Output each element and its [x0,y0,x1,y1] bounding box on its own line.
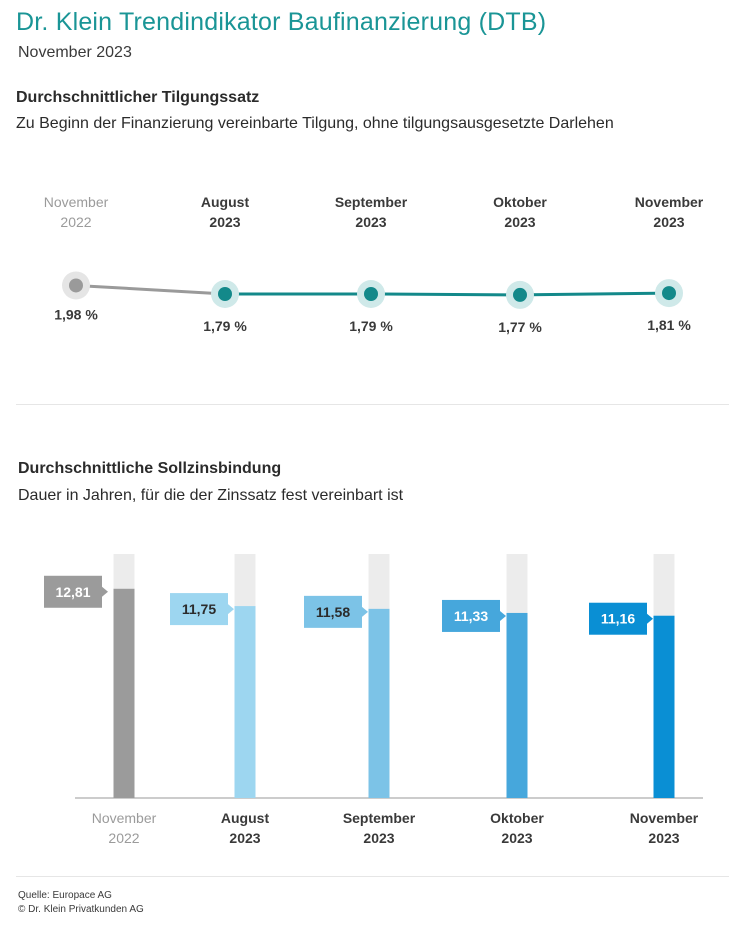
tilgung-section-title: Durchschnittlicher Tilgungssatz [16,89,260,106]
line-category-year-1: 2023 [209,214,240,230]
tilgung-line-chart: November 2022 August 2023 September 2023 Oktob… [44,194,704,335]
bar-category-month-1: August [221,810,270,826]
bar-callout-1: 11,75 [170,593,234,626]
line-value-label-4: 1,81 % [647,317,691,333]
bar-callout-box-2 [304,595,362,628]
bar-callout-pointer-4 [647,613,653,624]
bar-category-year-1: 2023 [229,830,260,846]
line-category-month-2: September [335,194,408,210]
bar-category-month-4: November [630,810,699,826]
bar-callout-3: 11,33 [442,599,506,632]
bar-value-label-1: 11,75 [182,601,216,617]
bar-callout-0: 12,81 [44,575,108,608]
bar-callout-pointer-1 [228,604,234,615]
page-title: Dr. Klein Trendindikator Baufinanzierung… [16,8,547,36]
bar-value-label-2: 11,58 [316,604,350,620]
bar-callout-box-4 [589,602,647,635]
section-divider [16,404,729,405]
line-point-1 [218,287,232,301]
bar-callout-pointer-2 [362,606,368,617]
line-point-2 [364,287,378,301]
bar-category-year-4: 2023 [648,830,679,846]
bar-callout-pointer-3 [500,610,506,621]
bar-2 [368,608,390,798]
bar-value-label-0: 12,81 [55,584,90,600]
zinsbindung-section-subtitle: Dauer in Jahren, für die der Zinssatz fe… [18,487,404,504]
tilgung-section-subtitle: Zu Beginn der Finanzierung vereinbarte T… [16,115,614,132]
line-segment-past [75,283,226,296]
line-category-month-4: November [635,194,704,210]
copyright-note: © Dr. Klein Privatkunden AG [18,904,144,915]
bar-category-month-0: November [92,810,157,826]
line-category-month-0: November [44,194,109,210]
footer-divider [16,876,729,877]
bar-category-month-3: Oktober [490,810,544,826]
line-value-label-0: 1,98 % [54,306,98,322]
zinsbindung-section-title: Durchschnittliche Sollzinsbindung [18,460,282,477]
line-value-label-3: 1,77 % [498,319,542,335]
line-value-label-1: 1,79 % [203,318,247,334]
zinsbindung-bar-chart: 12,81 November 2022 11,75 August 2023 11,58 Sep… [44,554,703,846]
line-value-label-2: 1,79 % [349,318,393,334]
bar-1 [234,606,256,798]
bar-callout-pointer-0 [102,586,108,597]
page-subtitle: November 2023 [18,44,132,61]
line-category-month-1: August [201,194,250,210]
line-category-year-0: 2022 [60,214,91,230]
bar-category-year-3: 2023 [501,830,532,846]
bar-3 [506,612,528,798]
bar-callout-4: 11,16 [589,602,653,635]
line-category-month-3: Oktober [493,194,547,210]
line-category-year-3: 2023 [504,214,535,230]
line-point-4 [662,286,676,301]
bar-value-label-4: 11,16 [601,611,635,627]
bar-value-label-3: 11,33 [454,608,488,624]
bar-callout-box-3 [442,599,500,632]
line-category-year-2: 2023 [355,214,386,230]
bar-callout-2: 11,58 [304,595,368,628]
line-point-0 [69,278,83,293]
line-point-3 [513,287,527,302]
bar-callout-box-0 [44,575,102,608]
source-note: Quelle: Europace AG [18,890,112,901]
bar-0 [113,588,135,798]
bar-category-year-0: 2022 [108,830,139,846]
bar-4 [653,615,675,798]
bar-category-year-2: 2023 [363,830,394,846]
line-category-year-4: 2023 [653,214,684,230]
bar-callout-box-1 [170,593,228,626]
line-series-current [225,291,670,297]
bar-category-month-2: September [343,810,416,826]
